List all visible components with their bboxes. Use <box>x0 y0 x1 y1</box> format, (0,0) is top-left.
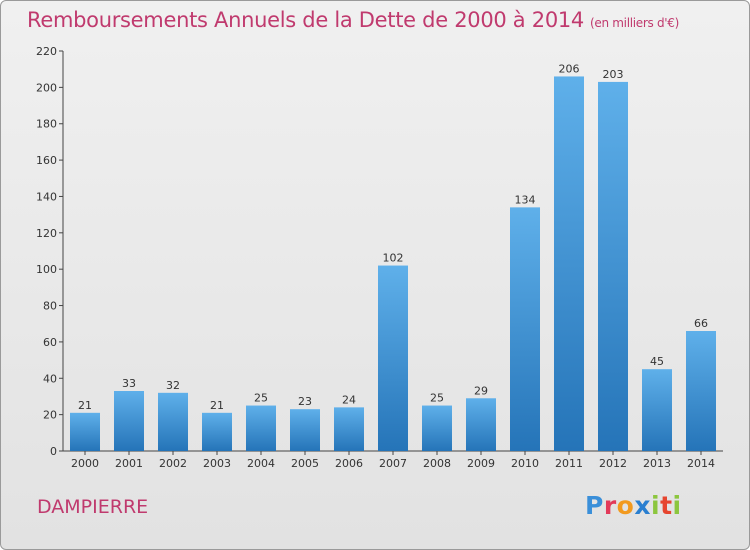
bar-value-label: 206 <box>559 62 580 75</box>
y-tick-label: 60 <box>43 336 57 349</box>
proxiti-logo: Proxiti <box>585 491 682 520</box>
x-tick-label: 2014 <box>687 457 715 470</box>
bar-2001 <box>114 391 144 451</box>
x-tick-label: 2008 <box>423 457 451 470</box>
x-tick-label: 2012 <box>599 457 627 470</box>
x-tick-label: 2009 <box>467 457 495 470</box>
x-tick-label: 2010 <box>511 457 539 470</box>
x-tick-label: 2013 <box>643 457 671 470</box>
commune-name: DAMPIERRE <box>37 496 149 518</box>
x-tick-label: 2001 <box>115 457 143 470</box>
y-tick-label: 180 <box>36 118 57 131</box>
y-tick-label: 220 <box>36 45 57 58</box>
logo-letter: r <box>603 491 617 520</box>
x-tick-label: 2005 <box>291 457 319 470</box>
bar-2007 <box>378 265 408 451</box>
bar-2000 <box>70 412 100 451</box>
bar-2006 <box>334 407 364 451</box>
bar-2013 <box>642 369 672 451</box>
bar-2003 <box>202 412 232 451</box>
logo-letter: i <box>651 491 661 520</box>
logo-letter: t <box>660 491 673 520</box>
logo-letter: x <box>634 491 651 520</box>
chart-title-text: Remboursements Annuels de la Dette de 20… <box>27 8 584 32</box>
bar-2011 <box>554 76 584 452</box>
logo-letter: o <box>616 491 635 520</box>
logo-letter: i <box>672 491 682 520</box>
bar-value-label: 21 <box>78 399 92 412</box>
bar-value-label: 102 <box>383 252 404 265</box>
x-tick-label: 2000 <box>71 457 99 470</box>
y-tick-label: 0 <box>50 445 57 458</box>
x-tick-label: 2011 <box>555 457 583 470</box>
bar-value-label: 45 <box>650 355 664 368</box>
chart-unit: (en milliers d'€) <box>590 16 680 30</box>
bar-value-label: 134 <box>515 193 536 206</box>
x-tick-label: 2002 <box>159 457 187 470</box>
x-tick-label: 2004 <box>247 457 275 470</box>
bar-value-label: 23 <box>298 395 312 408</box>
bar-value-label: 21 <box>210 399 224 412</box>
y-tick-label: 40 <box>43 372 57 385</box>
bar-2010 <box>510 207 540 451</box>
bar-value-label: 203 <box>603 68 624 81</box>
bar-value-label: 33 <box>122 377 136 390</box>
x-tick-label: 2003 <box>203 457 231 470</box>
x-tick-label: 2006 <box>335 457 363 470</box>
bar-value-label: 66 <box>694 317 708 330</box>
bar-2005 <box>290 409 320 451</box>
y-tick-label: 160 <box>36 154 57 167</box>
y-tick-label: 80 <box>43 300 57 313</box>
y-tick-label: 140 <box>36 190 57 203</box>
bar-2008 <box>422 405 452 451</box>
bar-value-label: 24 <box>342 393 356 406</box>
chart-title: Remboursements Annuels de la Dette de 20… <box>27 8 679 32</box>
y-tick-label: 100 <box>36 263 57 276</box>
y-tick-label: 20 <box>43 409 57 422</box>
bar-2004 <box>246 405 276 451</box>
logo-letter: P <box>585 491 604 520</box>
bar-2009 <box>466 398 496 451</box>
bar-value-label: 25 <box>430 392 444 405</box>
bar-2012 <box>598 81 628 451</box>
bar-value-label: 29 <box>474 384 488 397</box>
bar-2002 <box>158 392 188 451</box>
bar-2014 <box>686 331 716 451</box>
y-tick-label: 200 <box>36 81 57 94</box>
y-tick-label: 120 <box>36 227 57 240</box>
x-tick-label: 2007 <box>379 457 407 470</box>
bar-value-label: 32 <box>166 379 180 392</box>
bar-value-label: 25 <box>254 392 268 405</box>
